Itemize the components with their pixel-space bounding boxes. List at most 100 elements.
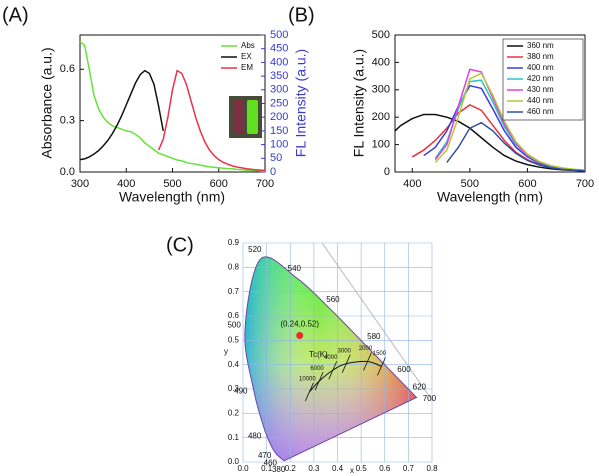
inset-photo — [229, 96, 262, 138]
legend-label: 400 nm — [527, 63, 554, 72]
wavelength-label: 460 — [264, 458, 278, 467]
x-tick-label: 0.2 — [285, 464, 297, 473]
x-tick-label: 500 — [163, 178, 181, 190]
y-tick-label: 0.3 — [228, 384, 240, 393]
temperature-label: 10000 — [299, 376, 316, 382]
series-line — [79, 69, 164, 161]
y2-tick-label: 300 — [270, 84, 288, 96]
x-tick-label: 0.1 — [261, 464, 273, 473]
planckian-locus — [309, 360, 382, 393]
temperature-label: 2000 — [359, 346, 373, 352]
legend-label: 430 nm — [527, 85, 554, 94]
wavelength-label: 540 — [288, 264, 302, 273]
y2-tick-label: 500 — [270, 29, 288, 41]
legend-label: 420 nm — [527, 74, 554, 83]
y-axis-label: Absorbance (a.u.) — [39, 47, 55, 158]
y2-tick-label: 50 — [270, 152, 282, 164]
wavelength-label: 380 — [272, 465, 286, 474]
y-axis-label: y — [224, 347, 228, 356]
wavelength-label: 580 — [367, 332, 381, 341]
temperature-label: 1500 — [373, 351, 387, 357]
y-tick-label: 0.6 — [60, 63, 75, 75]
y-tick-label: 400 — [372, 56, 390, 68]
y-tick-label: 0 — [384, 166, 390, 178]
y-tick-label: 0.7 — [228, 287, 240, 296]
series-line — [446, 121, 586, 172]
x-tick-label: 600 — [518, 178, 536, 190]
y-tick-label: 0.9 — [228, 238, 240, 247]
panel-label: (B) — [288, 4, 315, 26]
legend-label: 380 nm — [527, 52, 554, 61]
plot-frame — [394, 34, 586, 173]
x-tick-label: 0.4 — [332, 464, 344, 473]
y2-axis-label: FL Intensity (a.u.) — [293, 49, 309, 157]
spectral-locus — [244, 256, 418, 462]
y2-tick-label: 0 — [270, 166, 276, 178]
isotherm — [328, 361, 338, 380]
x-tick-label: 0.6 — [379, 464, 391, 473]
panel-label: (C) — [166, 234, 194, 256]
y-tick-label: 0.6 — [228, 311, 240, 320]
series-line — [157, 69, 266, 172]
isotherm — [341, 354, 351, 373]
wavelength-label: 500 — [227, 321, 241, 330]
wavelength-label: 560 — [326, 295, 340, 304]
wavelength-label: 470 — [258, 451, 272, 460]
y2-tick-label: 350 — [270, 70, 288, 82]
y-tick-label: 0.0 — [228, 457, 240, 466]
x-tick-label: 700 — [256, 178, 274, 190]
legend-label: EM — [241, 63, 253, 72]
legend-label: 360 nm — [527, 41, 554, 50]
legend-label: Abs — [241, 41, 255, 50]
x-tick-label: 0.5 — [356, 464, 368, 473]
x-tick-label: 400 — [117, 178, 135, 190]
panel-label: (A) — [2, 4, 29, 26]
chromaticity-point — [296, 331, 304, 339]
x-axis-label: x — [350, 466, 354, 475]
x-axis-label: Wavelength (nm) — [437, 189, 543, 205]
y-tick-label: 0.4 — [228, 360, 240, 369]
point-label: (0.24,0.52) — [280, 320, 319, 329]
isotherm — [305, 382, 314, 402]
temperature-label: 6000 — [310, 366, 324, 372]
wavelength-label: 520 — [248, 245, 262, 254]
temperature-label: 3000 — [338, 348, 352, 354]
y2-tick-label: 450 — [270, 43, 288, 55]
wavelength-label: 600 — [397, 365, 411, 374]
x-tick-label: 300 — [71, 178, 89, 190]
x-tick-label: 400 — [403, 178, 421, 190]
x-tick-label: 0.3 — [308, 464, 320, 473]
isotherm — [363, 352, 372, 371]
y2-tick-label: 250 — [270, 97, 288, 109]
x-tick-label: 0.0 — [237, 464, 249, 473]
y2-tick-label: 200 — [270, 111, 288, 123]
y-tick-label: 0.3 — [60, 115, 75, 127]
y-tick-label: 300 — [372, 84, 390, 96]
y2-tick-label: 150 — [270, 125, 288, 137]
legend-label: 460 nm — [527, 107, 554, 116]
x-axis-label: Wavelength (nm) — [119, 189, 225, 205]
y-tick-label: 0.0 — [60, 166, 75, 178]
series-line — [394, 113, 586, 172]
y-tick-label: 200 — [372, 111, 390, 123]
series-line — [434, 72, 586, 172]
y2-tick-label: 100 — [270, 139, 288, 151]
y-tick-label: 0.5 — [228, 335, 240, 344]
wavelength-label: 620 — [413, 383, 427, 392]
y-axis-label: FL Intensity (a.u.) — [351, 49, 367, 157]
y2-tick-label: 400 — [270, 56, 288, 68]
y-tick-label: 0.2 — [228, 408, 240, 417]
y-tick-label: 500 — [372, 29, 390, 41]
x-tick-label: 0.7 — [403, 464, 415, 473]
isotherm — [314, 372, 324, 391]
y-tick-label: 100 — [372, 139, 390, 151]
x-tick-label: 0.8 — [426, 464, 438, 473]
legend-label: EX — [241, 52, 252, 61]
series-line — [79, 41, 266, 172]
diagonal-line — [321, 242, 433, 401]
x-tick-label: 500 — [461, 178, 479, 190]
wavelength-label: 480 — [248, 431, 262, 440]
planckian-label: Tc(K) — [309, 350, 328, 359]
y-tick-label: 0.8 — [228, 262, 240, 271]
